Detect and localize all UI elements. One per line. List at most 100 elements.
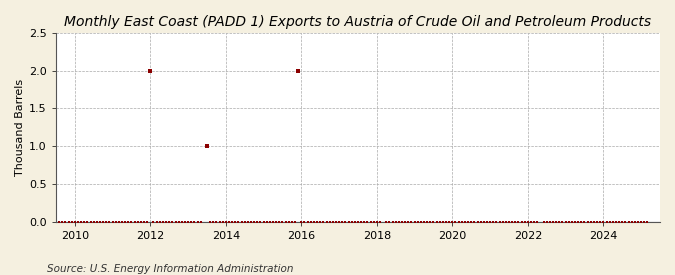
Point <box>183 219 194 224</box>
Point <box>450 219 461 224</box>
Point <box>161 219 171 224</box>
Point <box>416 219 427 224</box>
Point <box>626 219 637 224</box>
Point <box>400 219 410 224</box>
Point <box>441 219 452 224</box>
Point <box>592 219 603 224</box>
Point <box>202 144 213 148</box>
Point <box>246 219 256 224</box>
Point <box>176 219 187 224</box>
Point <box>302 219 313 224</box>
Point <box>98 219 109 224</box>
Point <box>557 219 568 224</box>
Point <box>136 219 146 224</box>
Point <box>475 219 486 224</box>
Point <box>227 219 238 224</box>
Point <box>104 219 115 224</box>
Point <box>167 219 178 224</box>
Point <box>274 219 285 224</box>
Point <box>447 219 458 224</box>
Point <box>510 219 520 224</box>
Point <box>233 219 244 224</box>
Point <box>223 219 234 224</box>
Point <box>466 219 477 224</box>
Point <box>375 219 385 224</box>
Point <box>507 219 518 224</box>
Point <box>583 219 593 224</box>
Point <box>551 219 562 224</box>
Point <box>589 219 599 224</box>
Point <box>460 219 470 224</box>
Point <box>107 219 118 224</box>
Point <box>538 219 549 224</box>
Point <box>437 219 448 224</box>
Point <box>570 219 580 224</box>
Point <box>453 219 464 224</box>
Point <box>290 219 300 224</box>
Point <box>57 219 68 224</box>
Point <box>180 219 190 224</box>
Point <box>132 219 143 224</box>
Point <box>240 219 250 224</box>
Point <box>554 219 565 224</box>
Point <box>472 219 483 224</box>
Point <box>390 219 401 224</box>
Point <box>406 219 417 224</box>
Point <box>126 219 137 224</box>
Point <box>242 219 253 224</box>
Point <box>491 219 502 224</box>
Point <box>494 219 505 224</box>
Point <box>362 219 373 224</box>
Point <box>119 219 130 224</box>
Point <box>403 219 414 224</box>
Point <box>595 219 605 224</box>
Point <box>384 219 395 224</box>
Point <box>331 219 342 224</box>
Point <box>110 219 121 224</box>
Point <box>422 219 433 224</box>
Point <box>293 68 304 73</box>
Point <box>101 219 111 224</box>
Point <box>91 219 102 224</box>
Point <box>418 219 429 224</box>
Point <box>261 219 272 224</box>
Point <box>485 219 495 224</box>
Point <box>236 219 247 224</box>
Point <box>639 219 649 224</box>
Point <box>305 219 316 224</box>
Point <box>217 219 228 224</box>
Point <box>428 219 439 224</box>
Point <box>123 219 134 224</box>
Point <box>479 219 489 224</box>
Point <box>155 219 165 224</box>
Point <box>205 219 215 224</box>
Point <box>431 219 442 224</box>
Point <box>296 219 306 224</box>
Point <box>547 219 558 224</box>
Point <box>469 219 480 224</box>
Point <box>221 219 232 224</box>
Point <box>271 219 281 224</box>
Point <box>195 219 206 224</box>
Point <box>522 219 533 224</box>
Point <box>265 219 275 224</box>
Point <box>85 219 96 224</box>
Point <box>560 219 571 224</box>
Point <box>255 219 266 224</box>
Point <box>394 219 404 224</box>
Point <box>60 219 71 224</box>
Point <box>545 219 556 224</box>
Point <box>299 219 310 224</box>
Point <box>63 219 74 224</box>
Point <box>277 219 288 224</box>
Title: Monthly East Coast (PADD 1) Exports to Austria of Crude Oil and Petroleum Produc: Monthly East Coast (PADD 1) Exports to A… <box>64 15 651 29</box>
Point <box>151 219 162 224</box>
Point <box>208 219 219 224</box>
Point <box>230 219 241 224</box>
Point <box>333 219 344 224</box>
Point <box>164 219 175 224</box>
Point <box>620 219 630 224</box>
Point <box>79 219 90 224</box>
Point <box>192 219 203 224</box>
Point <box>611 219 622 224</box>
